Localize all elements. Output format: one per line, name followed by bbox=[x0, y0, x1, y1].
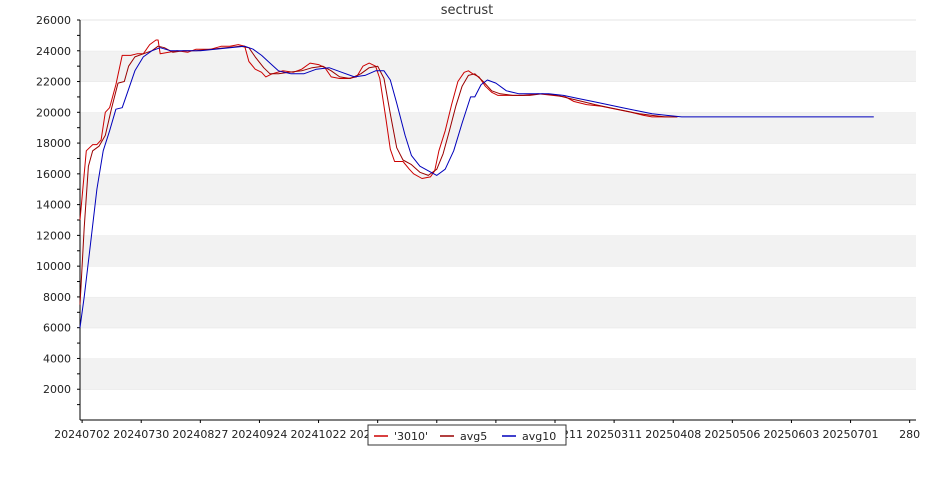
series-line bbox=[79, 45, 874, 328]
y-tick-label: 18000 bbox=[36, 137, 71, 150]
x-tick-label: 20240827 bbox=[172, 428, 228, 441]
y-axis-ticks: 2000 4000 6000 8000 10000 12000 14000 16000 1800… bbox=[36, 14, 80, 406]
grid-band bbox=[80, 327, 916, 359]
grid-band bbox=[80, 389, 916, 420]
y-tick-label: 16000 bbox=[36, 168, 71, 181]
grid-band bbox=[80, 50, 916, 82]
x-tick-label: 280 bbox=[899, 428, 920, 441]
grid-band bbox=[80, 358, 916, 390]
x-tick-label: 20250603 bbox=[763, 428, 819, 441]
x-tick-label: 20240924 bbox=[231, 428, 287, 441]
grid-band bbox=[80, 235, 916, 267]
y-tick-label: 12000 bbox=[36, 229, 71, 242]
y-tick-label: 14000 bbox=[36, 199, 71, 212]
x-tick-label: 20250408 bbox=[645, 428, 701, 441]
y-tick-label: 26000 bbox=[36, 14, 71, 27]
y-tick-label: 2000 bbox=[43, 383, 71, 396]
grid-band bbox=[80, 266, 916, 297]
x-tick-label: 20250701 bbox=[823, 428, 879, 441]
x-tick-label: 20250311 bbox=[586, 428, 642, 441]
grid-band bbox=[80, 204, 916, 236]
legend: '3010' avg5 avg10 bbox=[367, 424, 567, 446]
grid-band bbox=[80, 81, 916, 113]
legend-label: '3010' bbox=[394, 430, 428, 443]
series-layer bbox=[79, 39, 874, 328]
y-tick-label: 4000 bbox=[43, 352, 71, 365]
chart-title: sectrust bbox=[441, 3, 493, 18]
grid-band bbox=[80, 143, 916, 174]
series-line bbox=[79, 45, 678, 305]
grid-band bbox=[80, 173, 916, 205]
legend-label: avg10 bbox=[522, 430, 556, 443]
y-tick-label: 24000 bbox=[36, 45, 71, 58]
y-tick-label: 8000 bbox=[43, 291, 71, 304]
grid-bands bbox=[80, 19, 916, 420]
y-tick-label: 6000 bbox=[43, 322, 71, 335]
y-tick-label: 20000 bbox=[36, 106, 71, 119]
x-tick-label: 20250506 bbox=[704, 428, 760, 441]
grid-band bbox=[80, 296, 916, 328]
x-tick-label: 20240730 bbox=[113, 428, 169, 441]
y-tick-label: 10000 bbox=[36, 260, 71, 273]
legend-label: avg5 bbox=[460, 430, 487, 443]
grid-band bbox=[80, 112, 916, 144]
x-tick-label: 20241022 bbox=[291, 428, 347, 441]
grid-band bbox=[80, 20, 916, 51]
x-tick-label: 20240702 bbox=[54, 428, 110, 441]
y-tick-label: 22000 bbox=[36, 76, 71, 89]
legend-box bbox=[367, 424, 567, 446]
